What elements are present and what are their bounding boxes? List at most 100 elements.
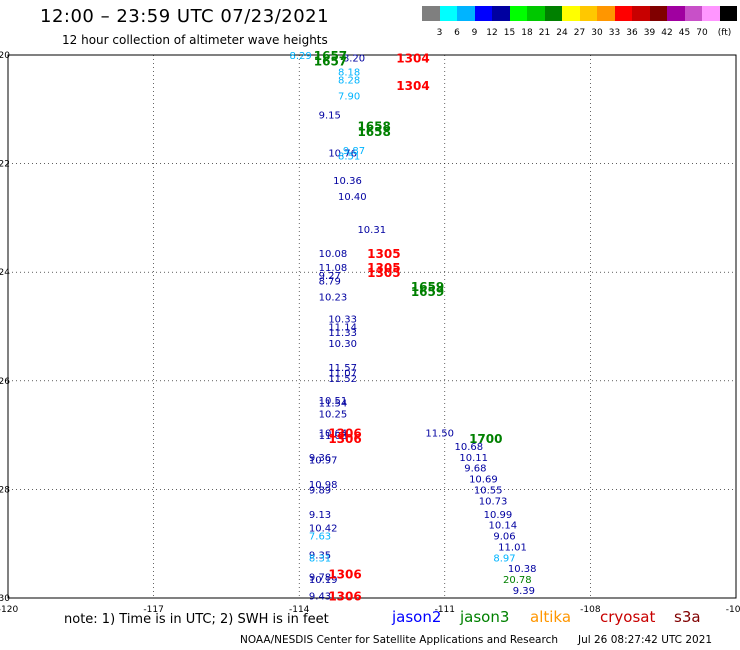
color-scale-label: 42 [661,28,673,38]
footnote: note: 1) Time is in UTC; 2) SWH is in fe… [64,612,329,627]
data-point-label: 11.14 [328,323,357,334]
y-tick-label: -24 [0,268,10,278]
time-label: 1657 [314,54,347,68]
color-scale-label: 24 [556,28,568,38]
color-scale-label: 36 [626,28,638,38]
data-point-label: 9.35 [309,551,331,562]
data-point-label: 9.13 [309,510,331,521]
x-tick-label: -108 [580,605,601,615]
data-point-label: 9.06 [493,532,515,543]
color-scale-label: 45 [678,28,691,38]
color-swatch [614,6,632,21]
data-point-label: 9.36 [309,453,331,464]
color-swatch [422,6,440,21]
color-scale-label: 27 [573,28,586,38]
data-point-label: 10.99 [484,510,513,521]
time-label: 1305 [367,261,400,275]
data-point-label: 10.30 [328,339,357,350]
data-point-label: 10.36 [333,176,362,187]
data-point-label: 9.87 [343,146,365,157]
data-point-label: 7.63 [309,532,331,543]
data-point-label: 10.38 [508,564,537,575]
time-label: 1659 [411,285,444,299]
color-scale-label: 18 [521,28,533,38]
color-scale-label: 39 [643,28,656,38]
color-scale-label: 6 [454,28,460,38]
time-label: 1700 [469,432,502,446]
x-tick-label: -114 [289,605,310,615]
data-point-label: 10.73 [479,496,508,507]
legend-cryosat: cryosat [600,608,656,626]
data-point-label: 8.79 [319,276,341,287]
data-point-label: 10.97 [309,456,338,467]
data-point-label: 10.23 [319,293,348,304]
data-point-label: 20.78 [503,575,532,586]
data-point-label: 11.01 [498,542,527,553]
data-point-label: 11.33 [328,328,357,339]
color-scale-label: 33 [608,28,621,38]
data-point-label: 10.25 [319,409,348,420]
y-tick-label: -30 [0,594,10,604]
data-point-label: 10.55 [474,485,503,496]
data-point-label: 10.68 [455,442,484,453]
data-point-label: 10.69 [469,475,498,486]
data-point-label: 8.31 [309,553,331,564]
color-swatch [527,6,545,21]
time-label: 1657 [314,49,347,63]
data-point-label: 10.33 [328,314,357,325]
time-label: 1306 [328,568,361,582]
x-tick-label: -120 [0,605,18,615]
x-tick-label: -105 [726,605,740,615]
plot-frame [7,54,737,599]
data-point-label: 8.29 [289,51,311,62]
color-scale-label: 9 [471,28,478,38]
color-swatch [684,6,702,21]
time-label: 1305 [367,266,400,280]
data-point-label: 11.50 [425,428,454,439]
color-scale-unit: (ft) [717,28,732,38]
color-scale-label: 21 [538,28,551,38]
y-tick-label: -28 [0,485,10,495]
time-label: 1658 [357,125,390,139]
color-swatch [579,6,597,21]
y-tick-label: -26 [0,377,10,387]
x-tick-label: -117 [143,605,163,615]
data-point-label: 10.08 [319,249,348,260]
time-label: 1305 [367,247,400,261]
data-point-label: 7.90 [338,92,360,103]
data-point-label: 11.52 [328,374,357,385]
data-point-label: 10.40 [338,192,367,203]
data-point-label: 8.18 [338,67,360,78]
data-point-label: 9.27 [319,271,341,282]
y-tick-label: -22 [0,160,10,170]
time-label: 1306 [328,589,361,603]
color-swatch [562,6,580,21]
color-swatch [509,6,527,21]
color-swatch [457,6,475,21]
data-point-label: 9.78 [309,572,331,583]
color-swatch [492,6,510,21]
color-swatch [667,6,685,21]
color-swatch [597,6,615,21]
data-point-label: 10.11 [459,453,488,464]
color-swatch [719,6,737,21]
legend-altika: altika [530,608,572,626]
data-point-label: 8.28 [338,75,360,86]
data-point-label: 8.97 [493,553,515,564]
time-label: 1306 [328,432,361,446]
data-point-label: 11.08 [319,431,348,442]
color-scale-label: 70 [696,28,708,38]
legend-jason3: jason3 [460,608,510,626]
color-scale-label: 12 [486,28,498,38]
color-swatch [474,6,492,21]
x-tick-label: -111 [435,605,455,615]
data-point-label: 11.08 [319,263,348,274]
data-point-label: 9.15 [319,111,341,122]
time-label: 1304 [396,52,429,66]
credit-line: NOAA/NESDIS Center for Satellite Applica… [240,634,558,646]
color-scale-label: 30 [591,28,603,38]
chart-title: 12:00 – 23:59 UTC 07/23/2021 [40,6,330,27]
data-point-label: 10.42 [309,523,338,534]
color-swatch [544,6,562,21]
